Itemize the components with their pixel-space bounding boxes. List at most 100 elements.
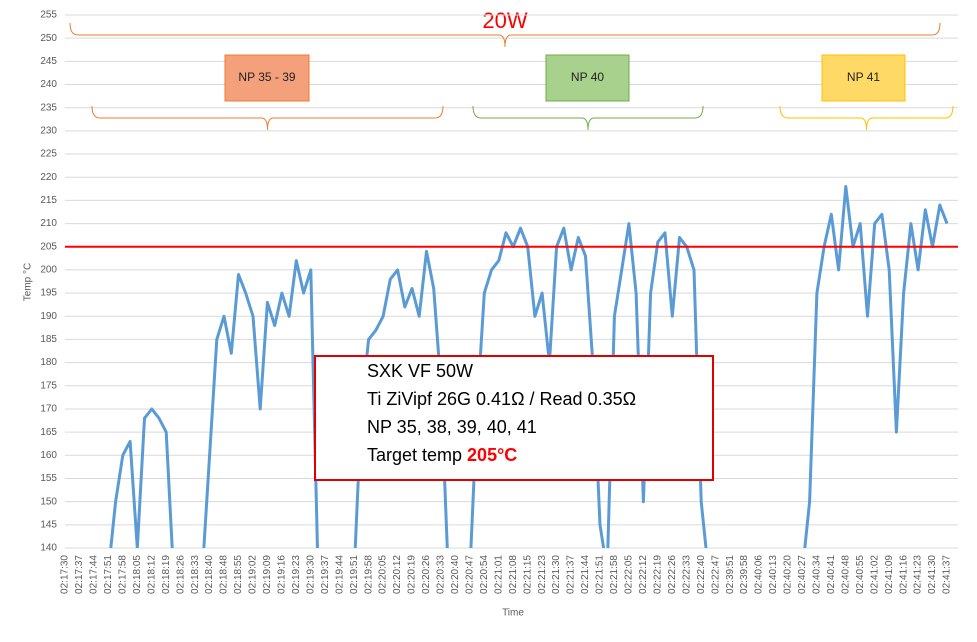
x-tick-label: 02:19:44 — [334, 555, 345, 594]
x-tick-label: 02:41:16 — [898, 555, 909, 594]
x-tick-label: 02:39:58 — [739, 555, 750, 594]
x-tick-label: 02:20:12 — [392, 555, 403, 594]
x-tick-label: 02:18:40 — [204, 555, 215, 594]
x-tick-label: 02:20:19 — [407, 555, 418, 594]
info-target: Target temp 205°C — [367, 445, 517, 465]
y-axis-label: Temp °C — [23, 263, 34, 301]
group-box — [821, 54, 906, 102]
x-tick-label: 02:41:02 — [869, 555, 880, 594]
group-box — [224, 54, 310, 102]
x-tick-label: 02:19:51 — [349, 555, 360, 594]
x-tick-label: 02:41:09 — [884, 555, 895, 594]
info-text: NP 35, 38, 39, 40, 41 — [367, 417, 537, 437]
x-tick-label: 02:41:23 — [913, 555, 924, 594]
x-tick-label: 02:19:37 — [320, 555, 331, 594]
x-tick-label: 02:40:48 — [840, 555, 851, 594]
x-tick-label: 02:21:01 — [493, 555, 504, 594]
x-tick-label: 02:40:13 — [768, 555, 779, 594]
x-tick-label: 02:21:15 — [522, 555, 533, 594]
brace-total — [69, 22, 941, 48]
y-tick-label: 165 — [40, 427, 57, 438]
x-tick-label: 02:20:47 — [464, 555, 475, 594]
x-tick-label: 02:20:40 — [450, 555, 461, 594]
y-tick-label: 195 — [40, 288, 57, 299]
x-tick-label: 02:22:19 — [652, 555, 663, 594]
y-tick-label: 140 — [40, 543, 57, 554]
x-tick-label: 02:40:55 — [855, 555, 866, 594]
x-tick-label: 02:18:12 — [146, 555, 157, 594]
x-tick-label: 02:20:05 — [378, 555, 389, 594]
x-tick-label: 02:20:33 — [436, 555, 447, 594]
x-tick-label: 02:19:30 — [305, 555, 316, 594]
group-label: NP 40 — [571, 70, 604, 84]
x-tick-label: 02:17:58 — [117, 555, 128, 594]
x-tick-label: 02:22:33 — [681, 555, 692, 594]
y-tick-label: 180 — [40, 357, 57, 368]
x-tick-label: 02:40:06 — [754, 555, 765, 594]
x-tick-label: 02:17:37 — [74, 555, 85, 594]
x-tick-label: 02:39:51 — [725, 555, 736, 594]
y-tick-label: 190 — [40, 311, 57, 322]
target-value: 205°C — [467, 445, 517, 465]
y-tick-label: 235 — [40, 102, 57, 113]
y-tick-label: 240 — [40, 79, 57, 90]
y-tick-label: 160 — [40, 450, 57, 461]
x-tick-label: 02:17:51 — [103, 555, 114, 594]
target-text: Target temp — [367, 445, 467, 465]
x-tick-label: 02:21:37 — [566, 555, 577, 594]
x-tick-label: 02:40:20 — [783, 555, 794, 594]
y-tick-label: 225 — [40, 149, 57, 160]
x-tick-label: 02:21:44 — [580, 555, 591, 594]
y-tick-label: 185 — [40, 334, 57, 345]
x-tick-label: 02:22:12 — [638, 555, 649, 594]
x-tick-label: 02:41:37 — [942, 555, 953, 594]
x-tick-label: 02:22:47 — [710, 555, 721, 594]
x-tick-label: 02:22:26 — [667, 555, 678, 594]
y-tick-label: 150 — [40, 496, 57, 507]
y-tick-label: 170 — [40, 404, 57, 415]
x-tick-label: 02:18:33 — [190, 555, 201, 594]
x-tick-label: 02:40:41 — [826, 555, 837, 594]
group-brace — [472, 105, 704, 131]
x-tick-label: 02:21:23 — [537, 555, 548, 594]
group-brace — [91, 105, 444, 131]
y-tick-label: 230 — [40, 126, 57, 137]
y-tick-label: 155 — [40, 473, 57, 484]
x-tick-label: 02:20:54 — [479, 555, 490, 594]
x-tick-label: 02:17:30 — [60, 555, 71, 594]
y-tick-label: 200 — [40, 265, 57, 276]
info-text: SXK VF 50W — [367, 361, 473, 381]
data-line — [109, 185, 949, 548]
x-tick-label: 02:19:23 — [291, 555, 302, 594]
info-box — [314, 355, 714, 481]
y-tick-label: 210 — [40, 218, 57, 229]
x-tick-label: 02:41:30 — [927, 555, 938, 594]
x-tick-label: 02:19:58 — [363, 555, 374, 594]
y-tick-label: 245 — [40, 56, 57, 67]
x-tick-label: 02:18:55 — [233, 555, 244, 594]
y-tick-label: 215 — [40, 195, 57, 206]
x-tick-label: 02:21:58 — [609, 555, 620, 594]
x-tick-label: 02:17:44 — [89, 555, 100, 594]
x-tick-label: 02:22:05 — [624, 555, 635, 594]
x-tick-label: 02:20:26 — [421, 555, 432, 594]
x-tick-label: 02:19:09 — [262, 555, 273, 594]
group-brace — [779, 105, 954, 131]
y-tick-label: 175 — [40, 380, 57, 391]
x-tick-label: 02:18:05 — [132, 555, 143, 594]
x-tick-label: 02:18:26 — [175, 555, 186, 594]
x-tick-label: 02:21:30 — [551, 555, 562, 594]
x-tick-label: 02:19:02 — [248, 555, 259, 594]
y-tick-label: 220 — [40, 172, 57, 183]
x-tick-label: 02:40:34 — [812, 555, 823, 594]
y-tick-label: 250 — [40, 33, 57, 44]
group-label: NP 41 — [847, 70, 880, 84]
x-tick-label: 02:18:19 — [161, 555, 172, 594]
y-tick-label: 205 — [40, 241, 57, 252]
x-axis-label: Time — [502, 608, 524, 619]
group-label: NP 35 - 39 — [238, 70, 295, 84]
x-tick-label: 02:19:16 — [277, 555, 288, 594]
x-tick-label: 02:21:51 — [595, 555, 606, 594]
y-tick-label: 145 — [40, 519, 57, 530]
